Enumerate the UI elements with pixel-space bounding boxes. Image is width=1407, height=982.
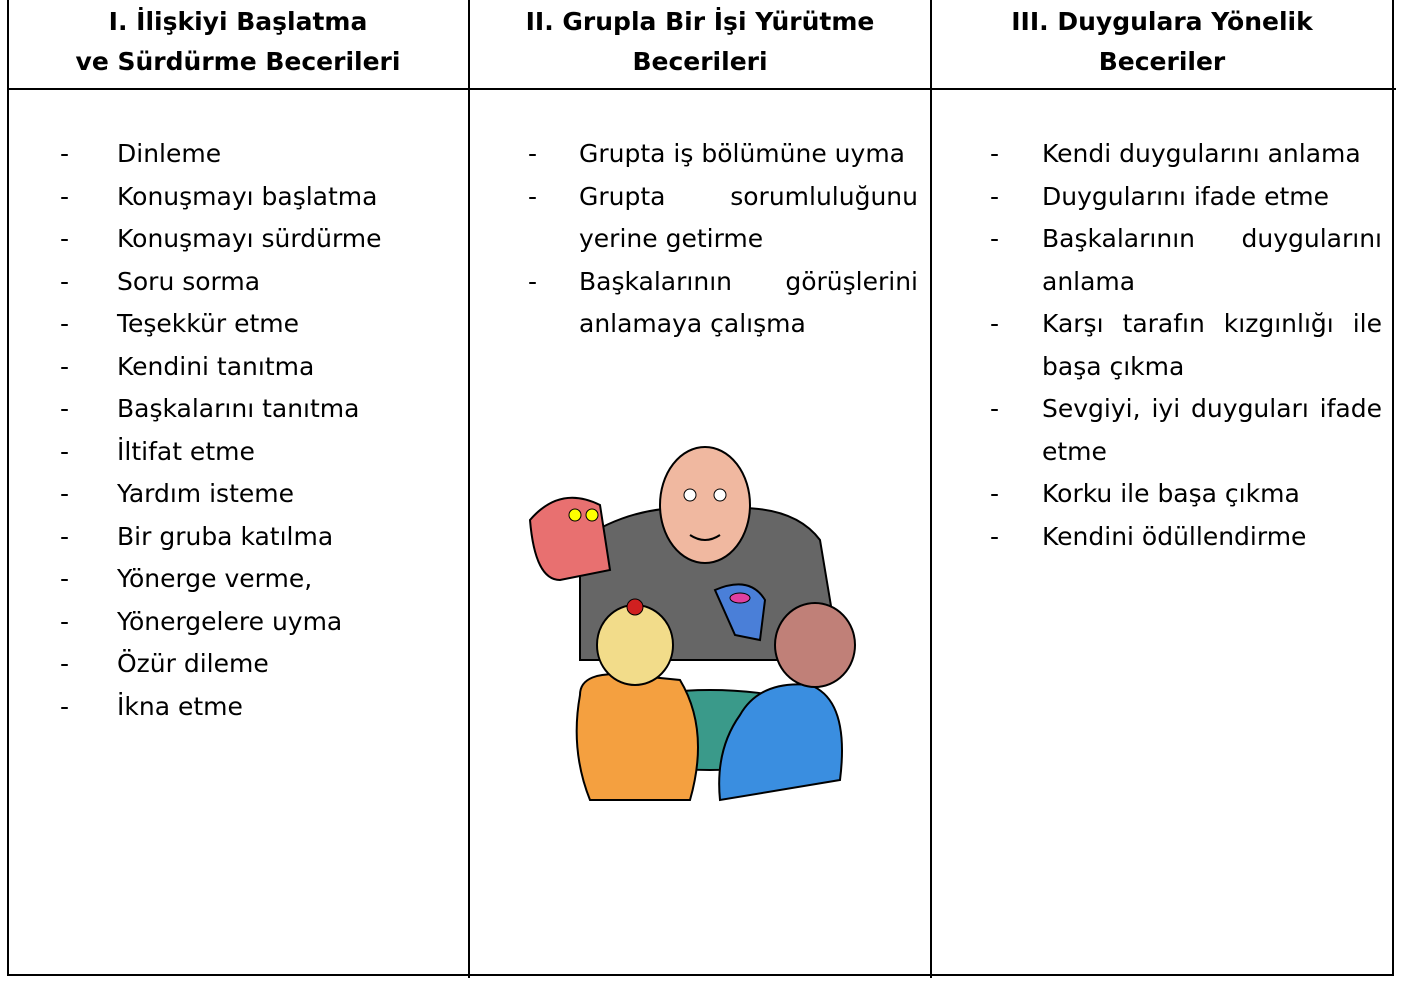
skill-text: Dinleme bbox=[117, 139, 222, 168]
skill-item: - Yardım isteme bbox=[60, 473, 470, 516]
skill-item: - Konuşmayı sürdürme bbox=[60, 218, 470, 261]
header-line: I. İlişkiyi Başlatma bbox=[108, 7, 368, 36]
bullet-dash: - bbox=[990, 309, 1000, 338]
skill-item: - Sevgiyi, iyi duyguları ifade etme bbox=[990, 388, 1382, 473]
skill-item: - Yönerge verme, bbox=[60, 558, 470, 601]
skill-text: Kendi duygularını anlama bbox=[1042, 139, 1361, 168]
skill-text: Korku ile başa çıkma bbox=[1042, 479, 1300, 508]
header-line: ve Sürdürme Becerileri bbox=[75, 47, 401, 76]
column-header: I. İlişkiyi Başlatma ve Sürdürme Becerile… bbox=[8, 2, 468, 82]
skill-item: - Karşı tarafın kızgınlığı ile başa çıkma bbox=[990, 303, 1382, 388]
skill-text: Konuşmayı başlatma bbox=[117, 181, 378, 211]
skill-item: - Konuşmayı başlatma bbox=[60, 176, 470, 219]
skill-text: Başkalarını tanıtma bbox=[117, 394, 360, 423]
skill-text: Yardım isteme bbox=[117, 479, 294, 508]
bullet-dash: - bbox=[990, 479, 1000, 508]
column-divider bbox=[468, 0, 470, 978]
column-header: II. Grupla Bir İşi Yürütme Becerileri bbox=[470, 2, 930, 82]
skill-item: - Başkalarının görüşlerini anlamaya çalış… bbox=[528, 261, 918, 346]
skill-text: Sevgiyi, iyi duyguları ifade etme bbox=[1042, 394, 1382, 466]
skill-item: - Bir gruba katılma bbox=[60, 516, 470, 559]
column-divider bbox=[930, 0, 932, 978]
bullet-dash: - bbox=[990, 139, 1000, 168]
skill-text: Grupta iş bölümüne uyma bbox=[579, 139, 905, 168]
bullet-dash: - bbox=[60, 309, 70, 338]
header-line: III. Duygulara Yönelik bbox=[1011, 7, 1313, 36]
bullet-dash: - bbox=[990, 181, 1000, 211]
skill-text: Yönerge verme, bbox=[117, 564, 313, 593]
bullet-dash: - bbox=[60, 394, 70, 423]
skill-item: - Kendini tanıtma bbox=[60, 346, 470, 389]
skill-item: - Yönergelere uyma bbox=[60, 601, 470, 644]
header-line: Becerileri bbox=[632, 47, 768, 76]
bullet-dash: - bbox=[60, 181, 70, 211]
bullet-dash: - bbox=[990, 394, 1000, 423]
skill-item: - Kendi duygularını anlama bbox=[990, 133, 1382, 176]
bullet-dash: - bbox=[60, 479, 70, 508]
table-frame bbox=[7, 0, 1394, 976]
skill-text: Konuşmayı sürdürme bbox=[117, 224, 382, 253]
skill-list: - Dinleme - Konuşmayı başlatma - Konuşmayı sü… bbox=[60, 133, 470, 728]
skill-item: - Başkalarını tanıtma bbox=[60, 388, 470, 431]
skill-item: - Soru sorma bbox=[60, 261, 470, 304]
skill-text: Duygularını ifade etme bbox=[1042, 181, 1330, 211]
skill-text: Teşekkür etme bbox=[117, 309, 299, 338]
bullet-dash: - bbox=[990, 521, 1000, 551]
skill-item: - Duygularını ifade etme bbox=[990, 176, 1382, 219]
column-header: III. Duygulara Yönelik Beceriler bbox=[932, 2, 1392, 82]
skill-item: - Dinleme bbox=[60, 133, 470, 176]
bullet-dash: - bbox=[60, 521, 70, 551]
skill-item: - Grupta iş bölümüne uyma bbox=[528, 133, 918, 176]
skill-item: - Teşekkür etme bbox=[60, 303, 470, 346]
skill-item: - Kendini ödüllendirme bbox=[990, 516, 1382, 559]
bullet-dash: - bbox=[990, 224, 1000, 253]
skill-text: Kendini ödüllendirme bbox=[1042, 521, 1307, 551]
bullet-dash: - bbox=[528, 266, 538, 296]
skill-text: Özür dileme bbox=[117, 649, 269, 678]
skill-item: - İkna etme bbox=[60, 686, 470, 729]
skill-item: - Başkalarının duygularını anlama bbox=[990, 218, 1382, 303]
bullet-dash: - bbox=[60, 224, 70, 253]
skill-item: - Korku ile başa çıkma bbox=[990, 473, 1382, 516]
skill-text: Soru sorma bbox=[117, 266, 261, 296]
bullet-dash: - bbox=[60, 606, 70, 636]
skill-list: - Grupta iş bölümüne uyma - Grupta sorumlul… bbox=[528, 133, 918, 346]
skill-item: - Özür dileme bbox=[60, 643, 470, 686]
skill-text: Kendini tanıtma bbox=[117, 351, 315, 381]
skill-text: Başkalarının duygularını anlama bbox=[1042, 224, 1382, 296]
bullet-dash: - bbox=[528, 181, 538, 211]
skill-text: İkna etme bbox=[117, 691, 243, 721]
bullet-dash: - bbox=[60, 649, 70, 678]
bullet-dash: - bbox=[60, 266, 70, 296]
skill-text: Yönergelere uyma bbox=[117, 606, 343, 636]
illustration bbox=[528, 446, 856, 802]
bullet-dash: - bbox=[60, 564, 70, 593]
skill-item: - İltifat etme bbox=[60, 431, 470, 474]
skill-text: Karşı tarafın kızgınlığı ile başa çıkma bbox=[1042, 309, 1382, 381]
bullet-dash: - bbox=[60, 351, 70, 381]
bullet-dash: - bbox=[60, 691, 70, 721]
header-line: II. Grupla Bir İşi Yürütme bbox=[525, 7, 875, 36]
skill-list: - Kendi duygularını anlama - Duygularını if… bbox=[990, 133, 1382, 558]
skill-item: - Grupta sorumluluğunu yerine getirme bbox=[528, 176, 918, 261]
header-divider bbox=[7, 88, 1396, 90]
skill-text: Bir gruba katılma bbox=[117, 521, 334, 551]
bullet-dash: - bbox=[60, 436, 70, 466]
bullet-dash: - bbox=[60, 139, 70, 168]
header-line: Beceriler bbox=[1098, 47, 1226, 76]
skill-text: Grupta sorumluluğunu yerine getirme bbox=[579, 181, 918, 254]
skill-text: İltifat etme bbox=[117, 436, 255, 466]
bullet-dash: - bbox=[528, 139, 538, 168]
skill-text: Başkalarının görüşlerini anlamaya çalışm… bbox=[579, 266, 918, 339]
